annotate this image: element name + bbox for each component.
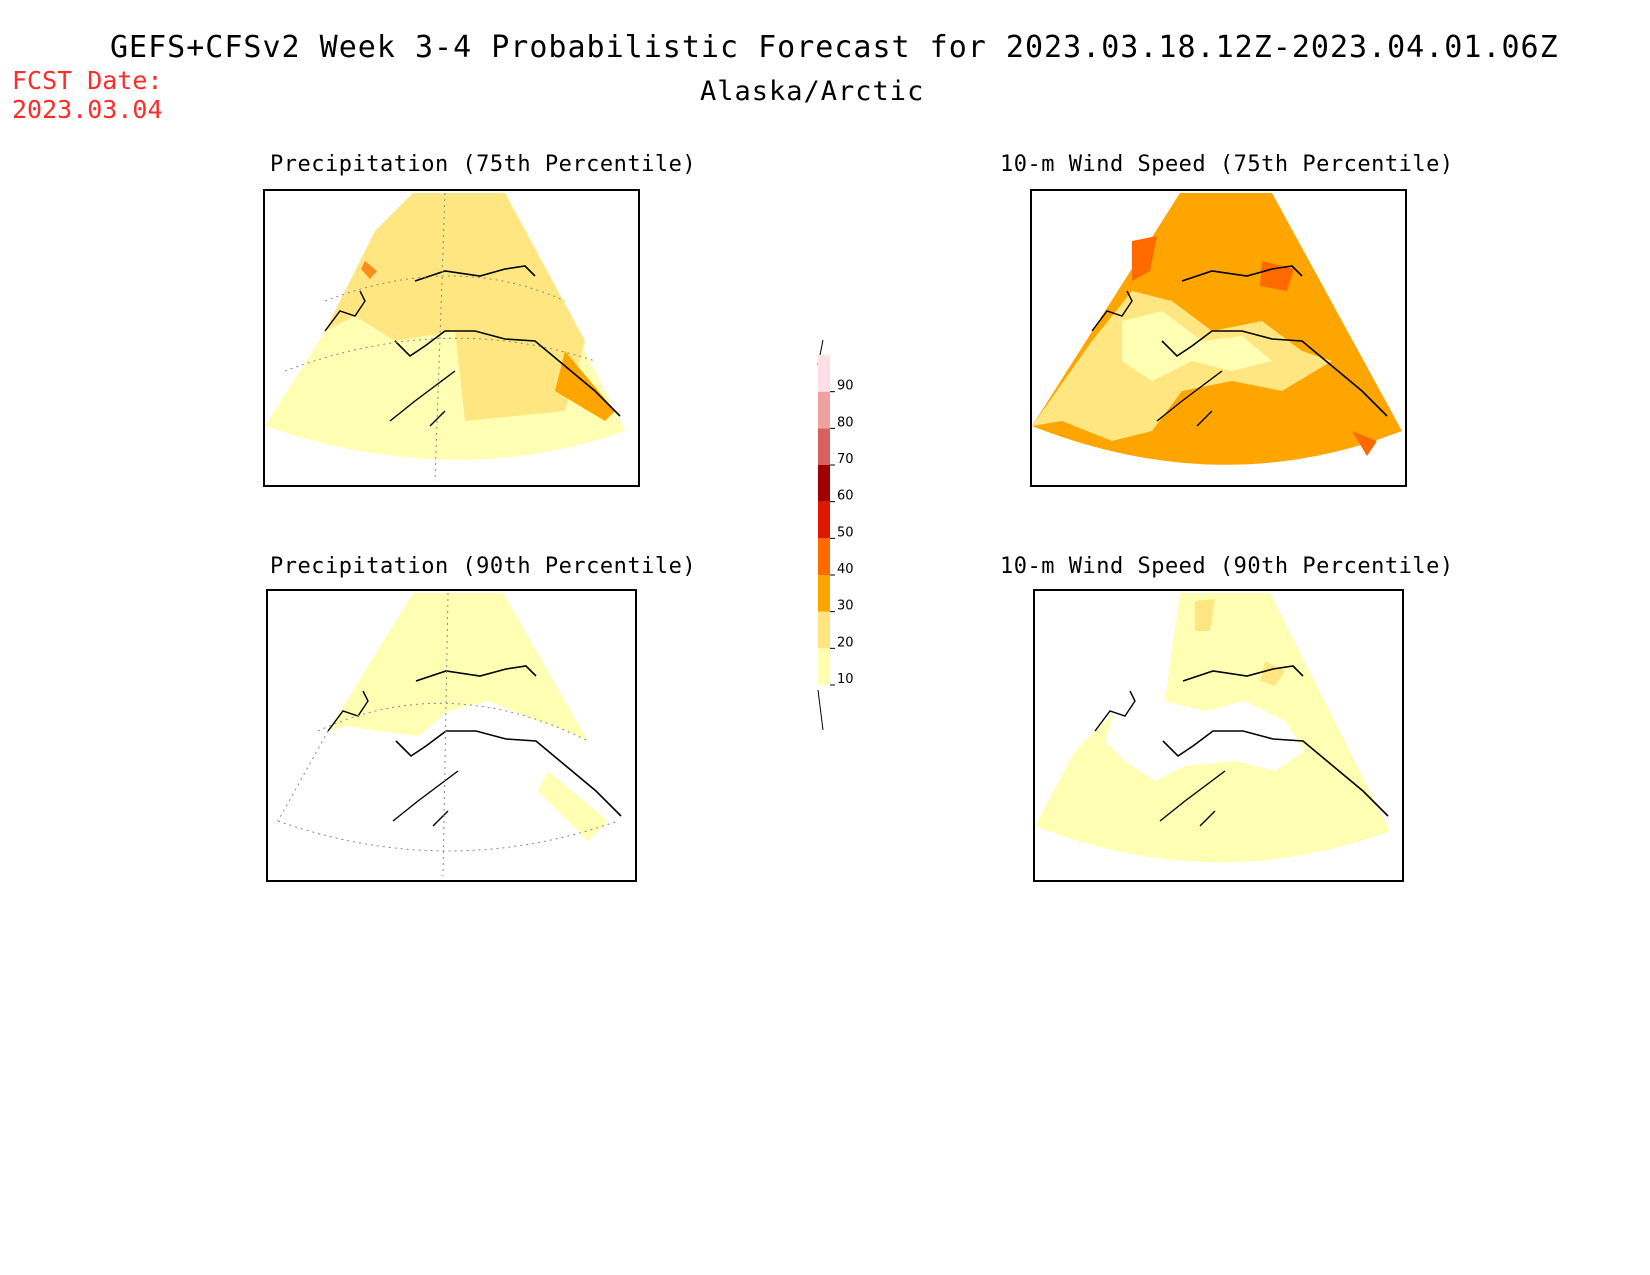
colorbar-swatch-7 bbox=[818, 391, 830, 429]
colorbar-label-60: 60 bbox=[837, 489, 854, 504]
region-subtitle: Alaska/Arctic bbox=[700, 76, 925, 107]
page-title: GEFS+CFSv2 Week 3-4 Probabilistic Foreca… bbox=[110, 30, 1559, 65]
map-panel-precip75 bbox=[263, 189, 640, 487]
coastline bbox=[1162, 665, 1389, 817]
colorbar-label-40: 40 bbox=[837, 562, 854, 577]
panel-title-wind75: 10-m Wind Speed (75th Percentile) bbox=[1000, 152, 1454, 177]
map-panel-wind90 bbox=[1033, 589, 1404, 882]
fcst-date-value: 2023.03.04 bbox=[12, 95, 163, 124]
colorbar-swatch-6 bbox=[818, 428, 830, 465]
colorbar-label-10: 10 bbox=[837, 672, 854, 687]
forecast-date-block: FCST Date: 2023.03.04 bbox=[12, 66, 163, 124]
fill-category-20 bbox=[325, 193, 585, 421]
colorbar-swatch-2 bbox=[818, 575, 830, 612]
fill-category-10-south bbox=[538, 771, 608, 841]
fill-category-20 bbox=[1195, 599, 1285, 686]
colorbar-label-70: 70 bbox=[837, 452, 854, 467]
panel-title-wind90: 10-m Wind Speed (90th Percentile) bbox=[1000, 554, 1454, 579]
map-wind90 bbox=[1035, 593, 1390, 863]
panel-title-precip75: Precipitation (75th Percentile) bbox=[270, 152, 697, 177]
colorbar: 10 20 30 40 50 60 70 80 90 bbox=[815, 330, 885, 740]
colorbar-svg: 10 20 30 40 50 60 70 80 90 bbox=[817, 339, 854, 731]
fill-below-10 bbox=[1105, 701, 1305, 781]
map-panel-wind75 bbox=[1030, 189, 1407, 487]
colorbar-swatch-3 bbox=[818, 538, 830, 575]
fill-category-30 bbox=[555, 351, 615, 421]
colorbar-label-20: 20 bbox=[837, 635, 854, 650]
colorbar-label-80: 80 bbox=[837, 415, 854, 430]
fcst-date-label: FCST Date: bbox=[12, 66, 163, 95]
map-precip90 bbox=[277, 592, 622, 877]
map-precip75 bbox=[265, 192, 625, 482]
fill-category-10 bbox=[328, 593, 588, 741]
colorbar-swatch-0 bbox=[818, 648, 830, 685]
fill-category-10 bbox=[1122, 311, 1272, 381]
panel-title-precip90: Precipitation (90th Percentile) bbox=[270, 554, 697, 579]
colorbar-swatch-1 bbox=[818, 611, 830, 649]
colorbar-label-90: 90 bbox=[837, 379, 854, 394]
colorbar-swatch-5 bbox=[818, 465, 830, 502]
map-wind75 bbox=[1032, 193, 1402, 465]
coastline bbox=[395, 665, 622, 817]
graticule bbox=[277, 592, 619, 877]
colorbar-label-50: 50 bbox=[837, 525, 854, 540]
coastline-west bbox=[1094, 690, 1226, 827]
fill-category-40 bbox=[361, 261, 377, 279]
colorbar-swatch-4 bbox=[818, 501, 830, 539]
coastline bbox=[394, 265, 621, 417]
colorbar-swatch-8 bbox=[818, 355, 830, 392]
graticule bbox=[284, 192, 596, 482]
map-panel-precip90 bbox=[266, 589, 637, 882]
coastline-west bbox=[324, 290, 456, 427]
colorbar-label-30: 30 bbox=[837, 599, 854, 614]
coastline bbox=[1161, 265, 1388, 417]
coastline-west bbox=[1091, 290, 1223, 427]
